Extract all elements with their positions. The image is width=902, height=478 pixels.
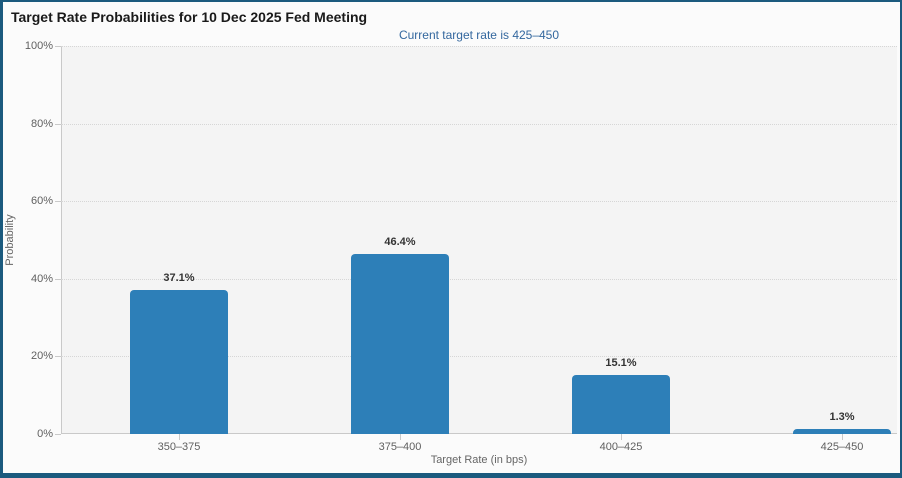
y-axis-tick-label: 0% — [37, 428, 53, 440]
y-axis-tick-label: 40% — [30, 272, 53, 285]
chart-title: Target Rate Probabilities for 10 Dec 202… — [11, 9, 368, 25]
probability-bar[interactable] — [130, 290, 228, 434]
y-gridline — [61, 123, 897, 125]
y-axis-tick-label: 80% — [30, 117, 53, 130]
y-axis-title: Probability — [4, 214, 16, 266]
chart-subtitle: Current target rate is 425–450 — [398, 28, 560, 42]
x-axis-category-label: 350–375 — [157, 441, 201, 453]
y-axis-tick-label: 100% — [24, 40, 53, 52]
x-axis-tick-mark — [400, 434, 401, 440]
y-gridline — [61, 356, 897, 358]
probability-bar[interactable] — [572, 375, 670, 434]
x-axis-category-label: 400–425 — [599, 441, 643, 453]
x-axis-tick-mark — [842, 434, 843, 440]
bar-value-label: 1.3% — [829, 410, 855, 423]
bar-value-label: 15.1% — [605, 357, 637, 370]
y-gridline — [61, 201, 897, 203]
x-axis-tick-mark — [621, 434, 622, 440]
x-axis-category-label: 375–400 — [378, 441, 422, 453]
y-gridline — [61, 278, 897, 280]
y-axis-tick-mark — [55, 278, 61, 280]
probability-bar[interactable] — [351, 253, 449, 434]
y-axis-tick-mark — [55, 356, 61, 358]
probability-bar[interactable] — [793, 428, 891, 434]
y-axis-tick-mark — [55, 123, 61, 125]
y-axis-tick-label: 20% — [30, 350, 53, 363]
x-axis-tick-mark — [179, 434, 180, 440]
y-axis-tick-mark — [55, 201, 61, 203]
y-gridline — [61, 46, 897, 47]
plot-area: 37.1% 46.4% 15.1% 1.3% — [61, 46, 897, 434]
x-axis-line — [61, 433, 897, 434]
x-axis-title: Target Rate (in bps) — [430, 454, 528, 466]
x-axis-category-label: 425–450 — [820, 441, 864, 453]
y-axis-tick-label: 60% — [30, 195, 53, 208]
y-axis-line — [61, 46, 62, 434]
bar-value-label: 37.1% — [163, 272, 195, 285]
y-axis-tick-mark — [55, 434, 61, 435]
y-axis-tick-mark — [55, 46, 61, 47]
bar-value-label: 46.4% — [384, 235, 416, 248]
